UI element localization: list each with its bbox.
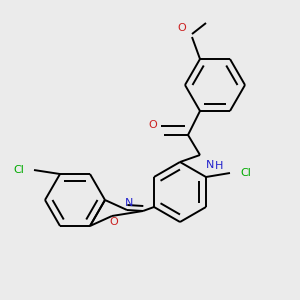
Text: O: O — [177, 23, 186, 33]
Text: N: N — [206, 160, 214, 170]
Text: H: H — [215, 161, 224, 171]
Text: Cl: Cl — [240, 168, 251, 178]
Text: O: O — [110, 217, 118, 227]
Text: N: N — [125, 198, 133, 208]
Text: Cl: Cl — [13, 165, 24, 175]
Text: O: O — [148, 120, 157, 130]
